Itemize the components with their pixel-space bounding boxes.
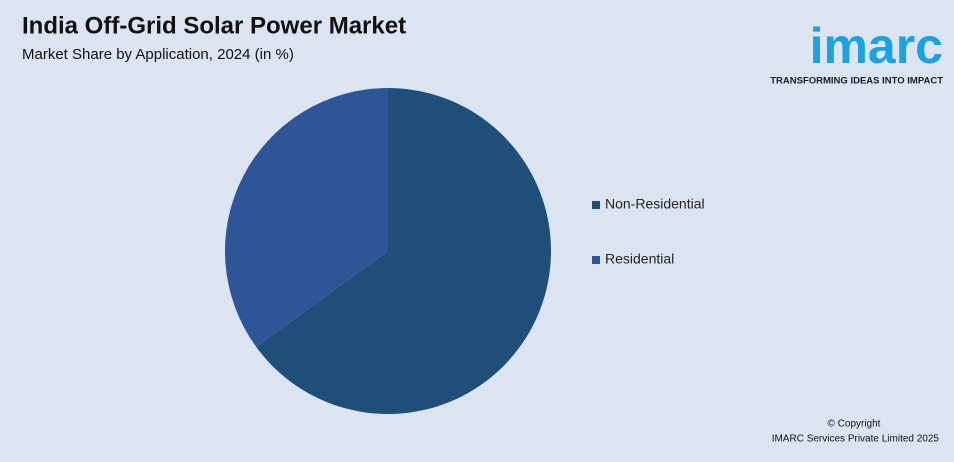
copyright: © Copyright: [828, 419, 881, 430]
legend-swatch: [592, 201, 600, 209]
chart-subtitle: Market Share by Application, 2024 (in %): [22, 46, 294, 63]
logo-name: imarc: [810, 18, 943, 74]
legend-label: Residential: [605, 251, 674, 267]
logo-tagline: TRANSFORMING IDEAS INTO IMPACT: [770, 76, 943, 87]
pie-slice: [256, 88, 551, 414]
pie-slice: [225, 87, 388, 347]
legend-swatch: [592, 256, 600, 264]
chart-title: India Off-Grid Solar Power Market: [22, 12, 406, 39]
company: IMARC Services Private Limited 2025: [772, 434, 940, 445]
legend-label: Non-Residential: [605, 196, 705, 212]
